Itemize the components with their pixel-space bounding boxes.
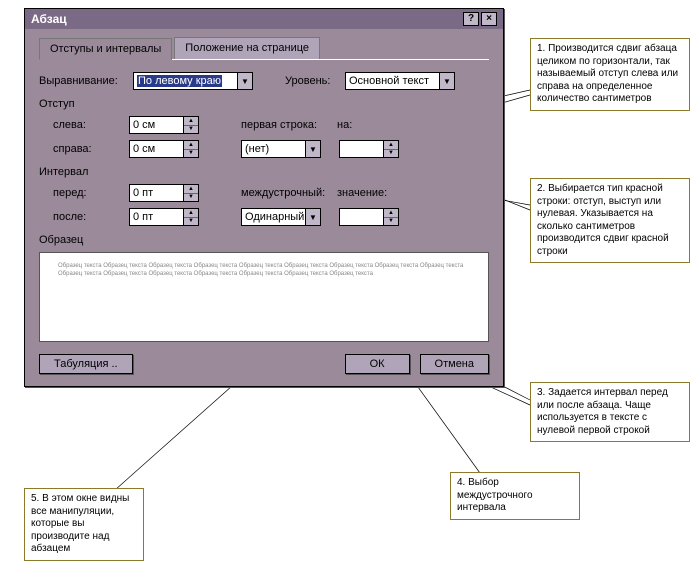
by-label: на:: [337, 119, 367, 131]
line-spacing-label: междустрочный:: [241, 187, 331, 199]
cancel-button[interactable]: Отмена: [420, 354, 489, 374]
callout-5: 5. В этом окне видны все манипуляции, ко…: [24, 488, 144, 561]
indent-group-label: Отступ: [39, 98, 489, 110]
indent-left-label: слева:: [53, 119, 123, 131]
preview-box: Образец текста Образец текста Образец те…: [39, 252, 489, 342]
spinner-buttons-icon: ▲▼: [183, 185, 198, 201]
spinner-buttons-icon: ▲▼: [183, 209, 198, 225]
preview-label: Образец: [39, 234, 489, 246]
chevron-down-icon: ▼: [305, 209, 320, 225]
by-spinner[interactable]: ▲▼: [339, 140, 399, 158]
callout-3-text: 3. Задается интервал перед или после абз…: [537, 387, 668, 436]
dialog-title: Абзац: [31, 12, 67, 26]
alignment-combo[interactable]: По левому краю ▼: [133, 72, 253, 90]
indent-right-spinner[interactable]: 0 см ▲▼: [129, 140, 199, 158]
preview-text: Образец текста Образец текста Образец те…: [58, 263, 470, 279]
tabs: Отступы и интервалы Положение на страниц…: [39, 37, 489, 60]
callout-1-text: 1. Производится сдвиг абзаца целиком по …: [537, 43, 678, 104]
first-line-value: (нет): [245, 143, 269, 155]
callout-5-text: 5. В этом окне видны все манипуляции, ко…: [31, 493, 129, 554]
chevron-down-icon: ▼: [439, 73, 454, 89]
indent-right-value: 0 см: [133, 143, 155, 155]
first-line-combo[interactable]: (нет) ▼: [241, 140, 321, 158]
spinner-buttons-icon: ▲▼: [383, 209, 398, 225]
callout-4-text: 4. Выбор междустрочного интервала: [457, 477, 533, 513]
callout-1: 1. Производится сдвиг абзаца целиком по …: [530, 38, 690, 111]
indent-left-value: 0 см: [133, 119, 155, 131]
at-spinner[interactable]: ▲▼: [339, 208, 399, 226]
chevron-down-icon: ▼: [305, 141, 320, 157]
spinner-buttons-icon: ▲▼: [383, 141, 398, 157]
at-label: значение:: [337, 187, 393, 199]
tabs-button[interactable]: Табуляция ..: [39, 354, 133, 374]
before-value: 0 пт: [133, 187, 153, 199]
after-value: 0 пт: [133, 211, 153, 223]
after-spinner[interactable]: 0 пт ▲▼: [129, 208, 199, 226]
callout-4: 4. Выбор междустрочного интервала: [450, 472, 580, 520]
alignment-label: Выравнивание:: [39, 75, 127, 87]
indent-left-spinner[interactable]: 0 см ▲▼: [129, 116, 199, 134]
spacing-group-label: Интервал: [39, 166, 489, 178]
before-label: перед:: [53, 187, 123, 199]
paragraph-dialog: Абзац ? × Отступы и интервалы Положение …: [24, 8, 504, 387]
tab-indents[interactable]: Отступы и интервалы: [39, 38, 172, 60]
tab-position[interactable]: Положение на странице: [174, 37, 320, 59]
before-spinner[interactable]: 0 пт ▲▼: [129, 184, 199, 202]
ok-button[interactable]: ОК: [345, 354, 410, 374]
level-label: Уровень:: [285, 75, 339, 87]
alignment-value: По левому краю: [137, 75, 222, 87]
callout-2: 2. Выбирается тип красной строки: отступ…: [530, 178, 690, 263]
close-button[interactable]: ×: [481, 12, 497, 26]
level-value: Основной текст: [349, 75, 429, 87]
indent-right-label: справа:: [53, 143, 123, 155]
help-button[interactable]: ?: [463, 12, 479, 26]
callout-3: 3. Задается интервал перед или после абз…: [530, 382, 690, 442]
spinner-buttons-icon: ▲▼: [183, 117, 198, 133]
spinner-buttons-icon: ▲▼: [183, 141, 198, 157]
after-label: после:: [53, 211, 123, 223]
titlebar: Абзац ? ×: [25, 9, 503, 29]
callout-2-text: 2. Выбирается тип красной строки: отступ…: [537, 183, 669, 257]
level-combo[interactable]: Основной текст ▼: [345, 72, 455, 90]
first-line-label: первая строка:: [241, 119, 331, 131]
chevron-down-icon: ▼: [237, 73, 252, 89]
line-spacing-value: Одинарный: [245, 211, 304, 223]
line-spacing-combo[interactable]: Одинарный ▼: [241, 208, 321, 226]
